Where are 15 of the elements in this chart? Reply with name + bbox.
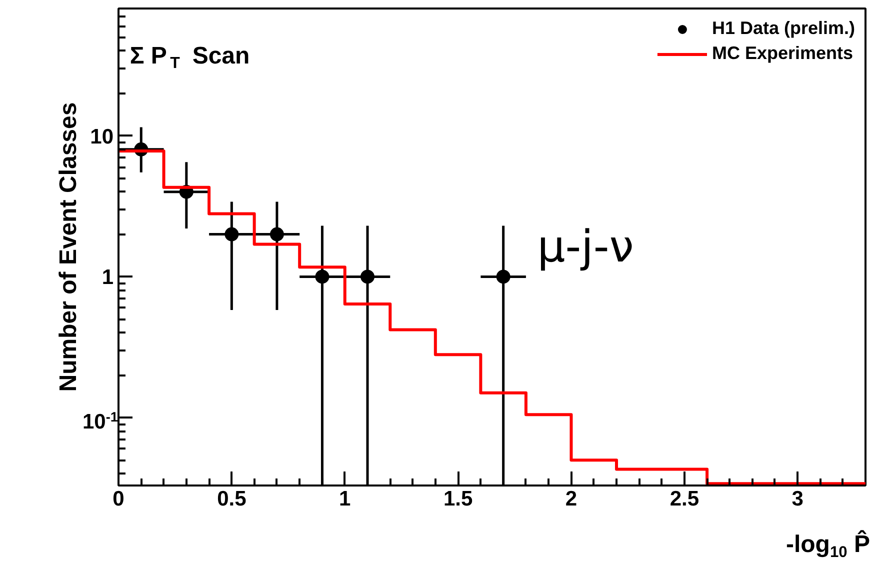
x-axis-title: -log$_{10}$ P̂ [786, 531, 870, 561]
legend-label: H1 Data (prelim.) [712, 18, 855, 39]
annotation: μ-j-ν [537, 222, 634, 272]
x-tick-label: 1.5 [443, 488, 473, 510]
y-tick-label: 10 [90, 125, 114, 148]
x-tick-label: 3 [792, 488, 804, 510]
x-tick-label: 0.5 [217, 488, 247, 510]
legend-label: MC Experiments [712, 43, 853, 64]
y-tick-label: 1 [102, 266, 114, 290]
x-tick-label: 0 [112, 488, 124, 510]
y-axis-title: Number of Event Classes [55, 102, 82, 392]
x-tick-label: 2.5 [670, 488, 700, 510]
y-tick-label: 10$^{-1}$ [82, 409, 118, 434]
x-tick-label: 1 [339, 488, 352, 510]
x-tick-label: 2 [565, 488, 578, 510]
